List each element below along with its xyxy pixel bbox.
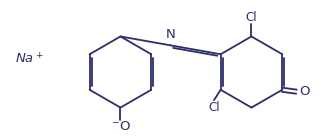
Text: Na: Na — [16, 52, 34, 65]
Text: O: O — [299, 85, 310, 98]
Text: $^{-}$O: $^{-}$O — [111, 120, 131, 133]
Text: +: + — [35, 51, 43, 60]
Text: Cl: Cl — [246, 11, 257, 24]
Text: Cl: Cl — [208, 101, 220, 114]
Text: N: N — [166, 28, 175, 41]
